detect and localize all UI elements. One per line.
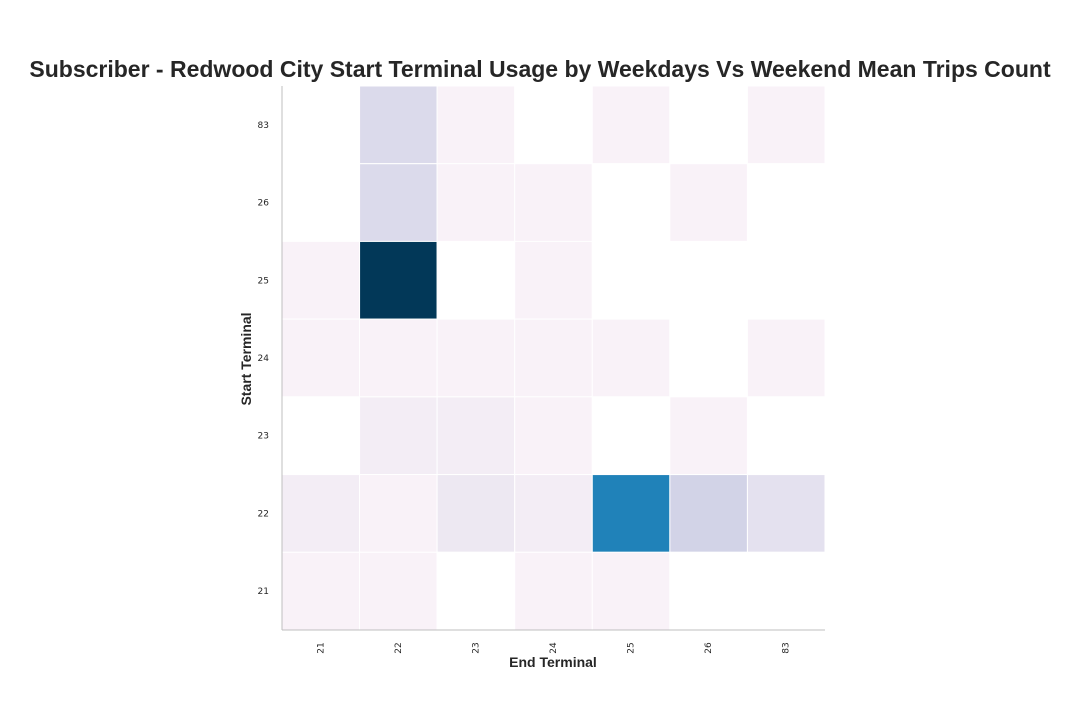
heatmap-cell-21-22 (359, 551, 438, 631)
heatmap-cell-24-24 (514, 318, 593, 398)
y-tick-label: 25 (258, 276, 269, 286)
heatmap-cell-26-25 (591, 163, 671, 242)
heatmap-cell-23-24 (514, 396, 593, 476)
x-tick-label: 22 (394, 642, 404, 653)
heatmap-cell-22-23 (436, 474, 516, 553)
y-tick-label: 24 (258, 354, 270, 364)
heatmap-cell-22-26 (669, 474, 748, 553)
heatmap-cell-24-23 (436, 318, 516, 398)
heatmap-cell-23-83 (746, 396, 826, 476)
y-tick-label: 23 (258, 432, 269, 442)
heatmap-cell-21-83 (746, 551, 826, 631)
heatmap-cell-83-24 (514, 85, 593, 165)
heatmap-cell-22-24 (514, 474, 593, 553)
y-tick-label: 83 (258, 121, 269, 131)
x-tick-label: 26 (704, 642, 714, 654)
heatmap-cell-24-26 (669, 318, 748, 398)
heatmap-cell-83-21 (281, 85, 361, 165)
heatmap-cell-83-83 (746, 85, 826, 165)
heatmap-cell-21-24 (514, 551, 593, 631)
heatmap-cell-21-21 (281, 551, 361, 631)
heatmap-cell-24-83 (746, 318, 826, 398)
heatmap-cell-23-26 (669, 396, 748, 476)
x-tick-label: 83 (782, 642, 792, 653)
heatmap-cell-23-21 (281, 396, 361, 476)
y-axis-label: Start Terminal (238, 312, 254, 406)
chart-title: Subscriber - Redwood City Start Terminal… (29, 56, 1051, 82)
heatmap-cell-26-22 (359, 163, 438, 242)
heatmap-cell-83-23 (436, 85, 516, 165)
heatmap-cell-21-25 (591, 551, 671, 631)
heatmap-cell-83-26 (669, 85, 748, 165)
heatmap-cell-24-25 (591, 318, 671, 398)
heatmap-cell-24-22 (359, 318, 438, 398)
heatmap-cell-22-21 (281, 474, 361, 553)
heatmap-cell-26-23 (436, 163, 516, 242)
heatmap-cell-25-83 (746, 240, 826, 320)
heatmap-cell-26-26 (669, 163, 748, 242)
heatmap-cell-21-23 (436, 551, 516, 631)
heatmap-cell-23-23 (436, 396, 516, 476)
x-tick-label: 23 (471, 642, 481, 653)
y-tick-label: 21 (258, 587, 269, 597)
heatmap-cell-21-26 (669, 551, 748, 631)
heatmap-cell-83-25 (591, 85, 671, 165)
y-tick-label: 22 (258, 509, 269, 519)
heatmap-cell-25-25 (591, 240, 671, 320)
heatmap-cell-25-23 (436, 240, 516, 320)
heatmap-cell-83-22 (359, 85, 438, 165)
heatmap-cell-22-22 (359, 474, 438, 553)
heatmap-cell-26-83 (746, 163, 826, 242)
heatmap-cell-22-25 (591, 474, 671, 553)
heatmap-cell-25-24 (514, 240, 593, 320)
heatmap-cell-23-22 (359, 396, 438, 476)
x-tick-label: 25 (627, 642, 637, 653)
heatmap-cell-24-21 (281, 318, 361, 398)
heatmap-cell-22-83 (746, 474, 826, 553)
heatmap-cell-25-22 (359, 240, 438, 320)
x-tick-label: 24 (549, 642, 559, 654)
heatmap-cell-25-26 (669, 240, 748, 320)
x-tick-label: 21 (316, 642, 326, 653)
heatmap-cell-26-21 (281, 163, 361, 242)
heatmap-cell-23-25 (591, 396, 671, 476)
heatmap-cell-25-21 (281, 240, 361, 320)
heatmap-cell-26-24 (514, 163, 593, 242)
x-axis-label: End Terminal (509, 654, 597, 670)
y-tick-label: 26 (258, 199, 270, 209)
